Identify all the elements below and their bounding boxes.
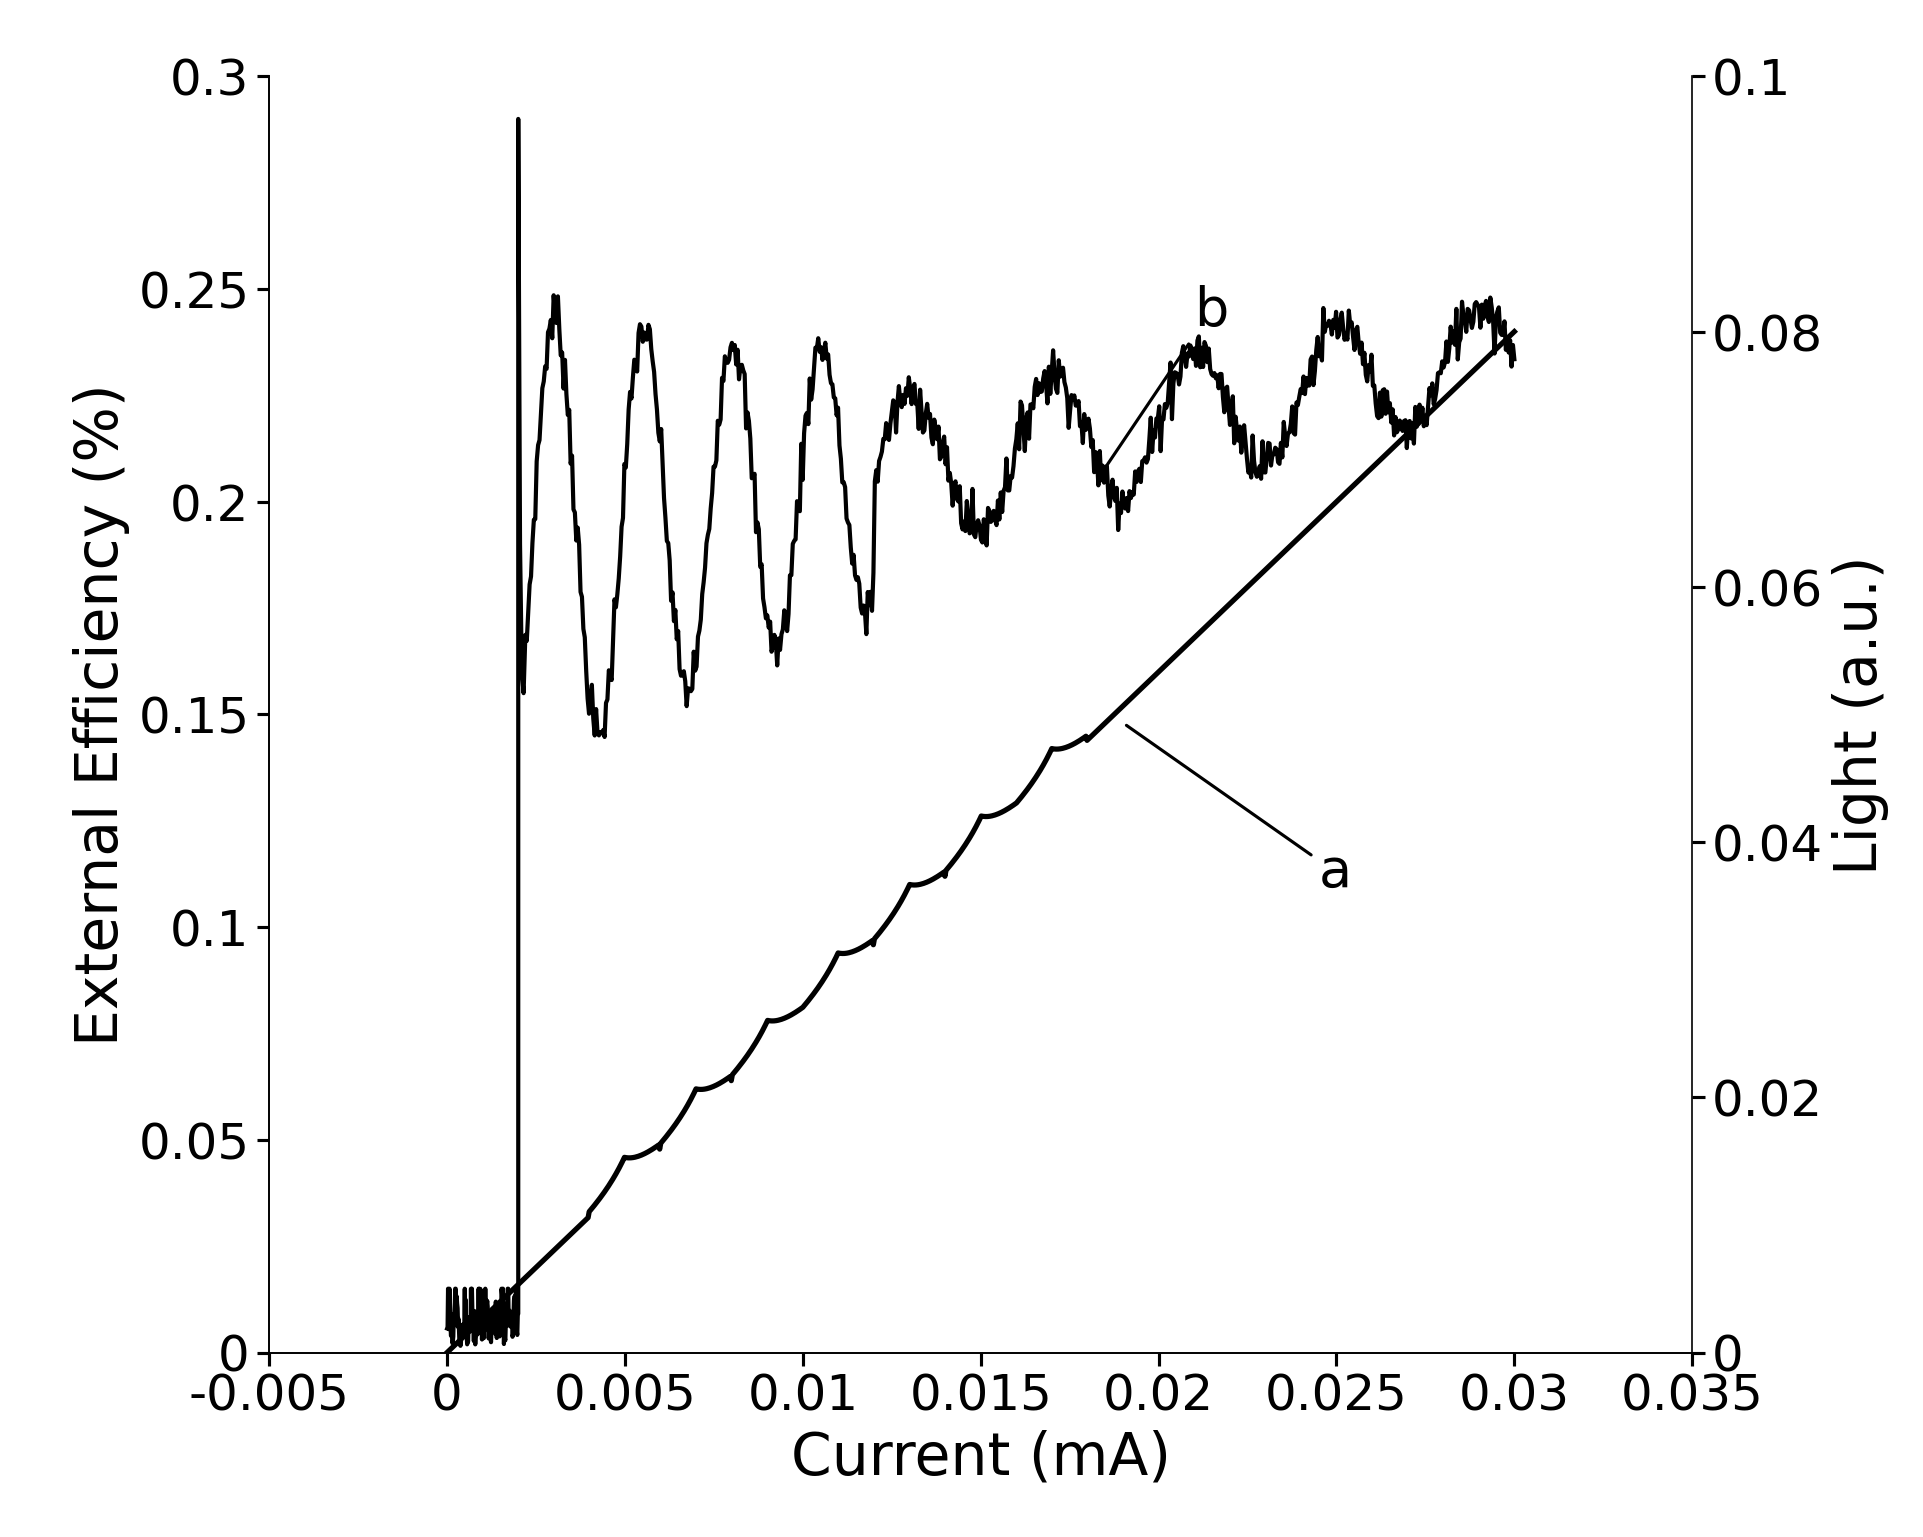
Text: b: b xyxy=(1108,284,1229,464)
Y-axis label: External Efficiency (%): External Efficiency (%) xyxy=(73,384,131,1045)
X-axis label: Current (mA): Current (mA) xyxy=(790,1429,1171,1486)
Text: a: a xyxy=(1127,725,1352,898)
Y-axis label: Light (a.u.): Light (a.u.) xyxy=(1831,555,1888,875)
